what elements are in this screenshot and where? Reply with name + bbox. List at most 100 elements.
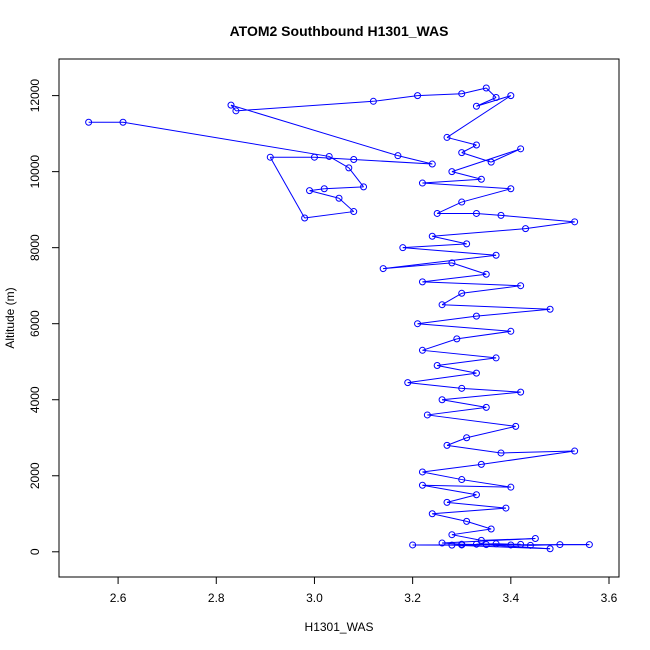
series-segment — [490, 148, 521, 163]
data-point — [512, 422, 520, 430]
data-point — [301, 214, 309, 222]
data-point — [517, 145, 525, 153]
series-segment — [461, 543, 521, 546]
series-segment — [456, 330, 511, 340]
data-point — [502, 504, 510, 512]
series-segment — [451, 171, 482, 180]
series-segment — [442, 399, 487, 408]
data-point — [522, 225, 530, 233]
series-segment — [441, 292, 462, 306]
data-point — [507, 185, 515, 193]
data-point — [433, 362, 441, 370]
x-tick-label: 2.8 — [208, 591, 225, 605]
data-point — [394, 152, 402, 160]
x-tick-label: 2.6 — [110, 591, 127, 605]
data-point — [472, 540, 480, 548]
y-tick-label: 4000 — [28, 386, 42, 413]
series-segment — [348, 167, 364, 188]
data-point — [492, 354, 500, 362]
series-segment — [442, 391, 521, 401]
data-point — [418, 481, 426, 489]
series-segment — [309, 190, 340, 199]
data-point — [497, 211, 505, 219]
data-point — [472, 102, 480, 110]
series-segment — [407, 382, 462, 389]
data-point — [428, 510, 436, 518]
series-segment — [324, 186, 364, 190]
series-segment — [485, 87, 497, 98]
data-point — [517, 540, 525, 548]
series-segment — [422, 471, 462, 481]
data-point — [438, 539, 446, 547]
series-segment — [383, 262, 452, 270]
series-points — [85, 84, 593, 553]
series-segment — [481, 450, 575, 465]
series-segment — [353, 158, 433, 165]
data-point — [585, 541, 593, 549]
data-point — [477, 175, 485, 183]
series-segment — [432, 507, 506, 515]
data-point — [404, 379, 412, 387]
x-axis: 2.6 2.8 3.0 3.2 3.4 3.6 — [110, 577, 618, 605]
data-point — [497, 449, 505, 457]
series-segment — [314, 156, 354, 160]
series-segment — [373, 95, 418, 102]
data-point — [458, 90, 466, 98]
series-segment — [422, 273, 487, 283]
series-segment — [230, 104, 237, 112]
data-point — [320, 185, 328, 193]
data-point — [477, 460, 485, 468]
series-segment — [397, 155, 433, 165]
chart-title: ATOM2 Southbound H1301_WAS — [230, 23, 449, 39]
series-segment — [500, 450, 575, 454]
series-segment — [461, 152, 492, 163]
series-segment — [437, 357, 497, 367]
series-segment — [461, 144, 477, 154]
data-point — [571, 218, 579, 226]
data-point — [526, 541, 534, 549]
data-point — [399, 244, 407, 252]
data-point — [458, 149, 466, 157]
data-point — [517, 388, 525, 396]
series-segment — [432, 513, 467, 522]
data-point — [472, 209, 480, 217]
data-point — [482, 84, 490, 92]
x-tick-label: 3.4 — [502, 591, 519, 605]
series-segment — [402, 243, 467, 249]
data-point — [487, 525, 495, 533]
y-tick-label: 6000 — [28, 310, 42, 337]
series-segment — [476, 308, 551, 317]
series-segment — [422, 281, 521, 287]
data-point — [448, 259, 456, 267]
data-point — [463, 517, 471, 525]
series-segment — [230, 104, 399, 157]
series-segment — [461, 188, 511, 203]
data-point — [448, 531, 456, 539]
data-point — [418, 468, 426, 476]
data-point — [492, 251, 500, 259]
y-tick-label: 10000 — [28, 155, 42, 189]
x-tick-label: 3.0 — [306, 591, 323, 605]
data-point — [472, 141, 480, 149]
data-point — [487, 158, 495, 166]
series-segment — [427, 406, 487, 416]
data-point — [119, 118, 127, 126]
data-point — [477, 536, 485, 544]
series-segment — [461, 285, 521, 294]
data-point — [458, 198, 466, 206]
data-point — [418, 278, 426, 286]
series-segment — [422, 338, 457, 351]
data-point — [507, 483, 515, 491]
data-point — [458, 541, 466, 549]
series-segment — [466, 425, 516, 439]
data-point — [482, 270, 490, 278]
series-segment — [525, 221, 575, 230]
series-segment — [432, 228, 526, 237]
data-point — [85, 118, 93, 126]
plot-frame — [58, 58, 620, 578]
y-tick-label: 12000 — [28, 79, 42, 113]
series-segment — [417, 315, 477, 325]
y-axis-label: Altitude (m) — [3, 287, 17, 348]
data-point — [306, 187, 314, 195]
